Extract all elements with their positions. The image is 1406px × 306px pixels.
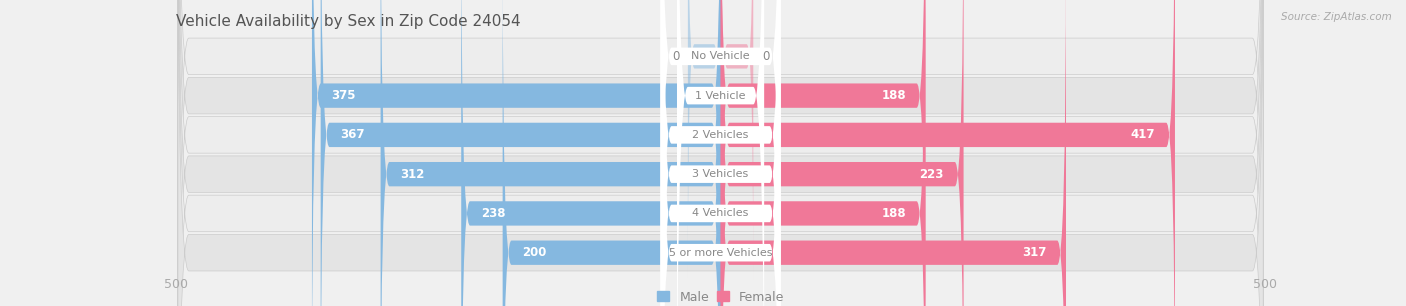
Text: 317: 317 xyxy=(1022,246,1046,259)
Text: 417: 417 xyxy=(1130,129,1156,141)
Text: 223: 223 xyxy=(920,168,943,181)
FancyBboxPatch shape xyxy=(179,0,1263,306)
FancyBboxPatch shape xyxy=(179,0,1263,306)
FancyBboxPatch shape xyxy=(721,0,754,280)
FancyBboxPatch shape xyxy=(661,0,780,306)
FancyBboxPatch shape xyxy=(721,0,1175,306)
Text: 0: 0 xyxy=(762,50,769,63)
Text: 188: 188 xyxy=(882,89,905,102)
FancyBboxPatch shape xyxy=(321,0,721,306)
FancyBboxPatch shape xyxy=(661,0,780,306)
Text: 312: 312 xyxy=(401,168,425,181)
FancyBboxPatch shape xyxy=(179,0,1263,306)
FancyBboxPatch shape xyxy=(661,0,780,306)
FancyBboxPatch shape xyxy=(381,0,721,306)
FancyBboxPatch shape xyxy=(678,0,765,306)
FancyBboxPatch shape xyxy=(461,0,721,306)
Text: Vehicle Availability by Sex in Zip Code 24054: Vehicle Availability by Sex in Zip Code … xyxy=(176,13,520,28)
Text: 200: 200 xyxy=(522,246,547,259)
FancyBboxPatch shape xyxy=(721,0,963,306)
Text: 0: 0 xyxy=(672,50,679,63)
FancyBboxPatch shape xyxy=(721,0,925,306)
Text: 367: 367 xyxy=(340,129,364,141)
FancyBboxPatch shape xyxy=(179,0,1263,306)
FancyBboxPatch shape xyxy=(661,0,780,306)
FancyBboxPatch shape xyxy=(179,0,1263,306)
Text: 3 Vehicles: 3 Vehicles xyxy=(692,169,749,179)
FancyBboxPatch shape xyxy=(688,0,721,280)
Legend: Male, Female: Male, Female xyxy=(652,285,789,306)
FancyBboxPatch shape xyxy=(661,0,780,306)
Text: 4 Vehicles: 4 Vehicles xyxy=(692,208,749,218)
Text: 188: 188 xyxy=(882,207,905,220)
Text: 375: 375 xyxy=(332,89,356,102)
Text: 1 Vehicle: 1 Vehicle xyxy=(696,91,745,101)
FancyBboxPatch shape xyxy=(312,0,721,306)
FancyBboxPatch shape xyxy=(503,0,721,306)
Text: Source: ZipAtlas.com: Source: ZipAtlas.com xyxy=(1281,12,1392,22)
FancyBboxPatch shape xyxy=(721,0,925,306)
FancyBboxPatch shape xyxy=(179,0,1263,306)
FancyBboxPatch shape xyxy=(721,0,1066,306)
Text: 5 or more Vehicles: 5 or more Vehicles xyxy=(669,248,772,258)
Text: 238: 238 xyxy=(481,207,505,220)
Text: No Vehicle: No Vehicle xyxy=(692,51,749,62)
Text: 2 Vehicles: 2 Vehicles xyxy=(692,130,749,140)
